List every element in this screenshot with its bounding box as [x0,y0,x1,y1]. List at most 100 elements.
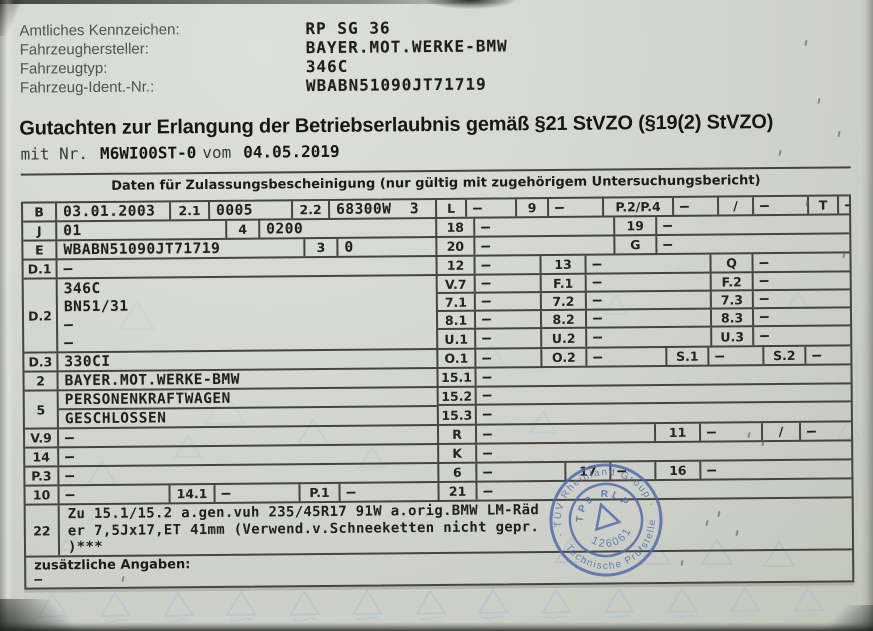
report-date: 04.05.2019 [243,141,340,162]
cell-label: 10 [25,486,60,504]
cell-value: – [59,485,171,504]
cell-label: 14 [25,448,60,466]
table-subrow: U.1 – U.2 – U.3 – [438,326,850,348]
cell-value: – [844,196,850,213]
cell-value: 0200 [260,218,438,238]
cell-value: – [548,198,605,217]
cell-label: F.2 [711,273,754,290]
field-label: Amtliches Kennzeichen: [19,21,180,40]
cell-value: – [475,256,542,274]
cell-value-part: 3 [409,200,420,217]
cell-value: – [476,329,543,348]
cell-label: 20 [437,237,476,255]
cell-label: 22 [25,505,61,556]
cell-value: – [759,273,770,290]
cell-label: 15.3 [438,405,477,424]
additional-info-cell: zusätzliche Angaben: – [26,550,852,587]
cell-label: 19 [615,217,658,235]
cell-label: 6 [439,463,478,481]
cell-label: 8.3 [711,309,755,326]
cell-label: P.2/P.4 [603,197,675,216]
cell-value: – [482,406,493,423]
remarks-text: Zu 15.1/15.2 a.gen.vuh 235/45R17 91W a.o… [60,498,852,555]
cell-label: 13 [541,255,587,274]
cell-label: 15.2 [438,387,477,404]
cell-value: 0 [338,237,438,256]
left-subrows: PERSONENKRAFTWAGEN GESCHLOSSEN [58,387,439,428]
cell-label: V.9 [24,429,60,447]
field-label: Fahrzeug-Ident.-Nr.: [19,78,155,97]
cell-label: 21 [439,482,478,500]
cell-value: – [483,483,493,500]
right-subrows: V.7 – F.1 – F.2 – 7.1 – 7.2 – 7.3 – [437,272,851,348]
field-value: BAYER.MOT.WERKE-BMW [305,36,508,58]
cell-value-line: – [64,335,74,352]
cell-label: D.2 [23,279,59,352]
cell-value: – [611,462,657,480]
cell-value: 68300W 3 [329,199,438,218]
field-value: WBABN51090JT71719 [305,74,487,96]
cell-value: – [759,309,770,326]
cell-value: – [587,327,713,347]
cell-label: 2 [24,372,59,390]
cell-label: O.1 [438,349,477,367]
table-row-d2-block: D.2 346C BN51/31 – – V.7 – F.1 – F.2 – [23,272,851,354]
cell-label: B [23,203,58,221]
cell-value: – [753,196,810,215]
cell-value: – [466,199,518,217]
cell-value: – [663,236,673,253]
cell-label: 4 [227,220,261,238]
cell-label: 16 [656,461,702,480]
cell-value: – [760,328,770,345]
cell-value: – [806,423,817,440]
report-number: M6WI00ST-0 [99,143,197,163]
cell-value: – [700,423,764,441]
registration-data-table: B 03.01.2003 2.1 0005 2.2 68300W 3 L – 9 … [20,194,855,590]
cell-value: – [59,444,440,466]
cell-value: – [663,217,673,234]
cell-value: 330CI [58,349,439,371]
cell-value: – [709,347,765,365]
cell-label: Q [711,254,754,272]
cell-value: – [483,445,493,462]
cell-label: J [23,222,58,240]
cell-value: – [482,387,493,404]
cell-label: 7.2 [541,292,587,310]
cell-label: / [762,422,802,441]
cell-value-multiline: 346C BN51/31 – – [57,275,439,352]
cell-label: D.1 [23,260,58,278]
cell-label: 14.1 [170,484,216,503]
field-value: RP SG 36 [305,18,391,39]
cell-label: 8.1 [437,311,477,328]
cell-label: U.2 [542,328,588,348]
cell-label: 12 [437,256,476,274]
document-subtitle: mit Nr. M6WI00ST-0 vom 04.05.2019 [20,142,345,164]
cell-value: – [587,347,668,366]
cell-value: – [707,462,717,479]
subtitle-prefix: mit Nr. [20,144,89,164]
cell-value: WBABN51090JT71719 [57,239,306,259]
cell-label: 3 [305,238,339,257]
cell-value-part: 68300W [336,200,392,218]
cell-value: – [586,273,712,291]
cell-value: – [586,309,713,327]
cell-label: D.3 [24,353,59,371]
cell-value: – [482,369,492,386]
right-subrows: 15.2 – 15.3 – [438,384,851,424]
cell-label: 5 [24,391,59,428]
cell-value: – [475,236,616,255]
cell-label: T [808,196,840,214]
vehicle-fields: Amtliches Kennzeichen: RP SG 36 Fahrzeug… [19,17,508,97]
field-label: Fahrzeugtyp: [19,59,108,78]
cell-value: – [477,462,567,481]
cell-value: – [475,217,616,236]
field-row: Fahrzeug-Ident.-Nr.: WBABN51090JT71719 [20,74,508,97]
cell-value: 01 [57,220,228,240]
cell-value: – [673,197,720,215]
document-title: Gutachten zur Erlangung der Betriebserla… [19,111,774,140]
cell-value: – [58,425,440,447]
cell-value: – [476,424,657,443]
cell-label: U.1 [438,329,477,348]
